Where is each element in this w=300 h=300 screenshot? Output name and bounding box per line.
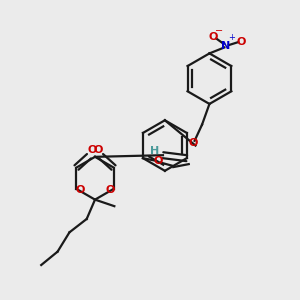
- Text: O: O: [75, 185, 85, 195]
- Text: N: N: [221, 41, 230, 51]
- Text: O: O: [237, 37, 246, 46]
- Text: −: −: [214, 26, 223, 35]
- Text: O: O: [208, 32, 218, 42]
- Text: +: +: [228, 33, 235, 42]
- Text: O: O: [93, 145, 103, 155]
- Text: O: O: [87, 145, 97, 155]
- Text: H: H: [150, 146, 159, 156]
- Text: O: O: [153, 156, 163, 166]
- Text: O: O: [188, 138, 198, 148]
- Text: O: O: [105, 185, 115, 195]
